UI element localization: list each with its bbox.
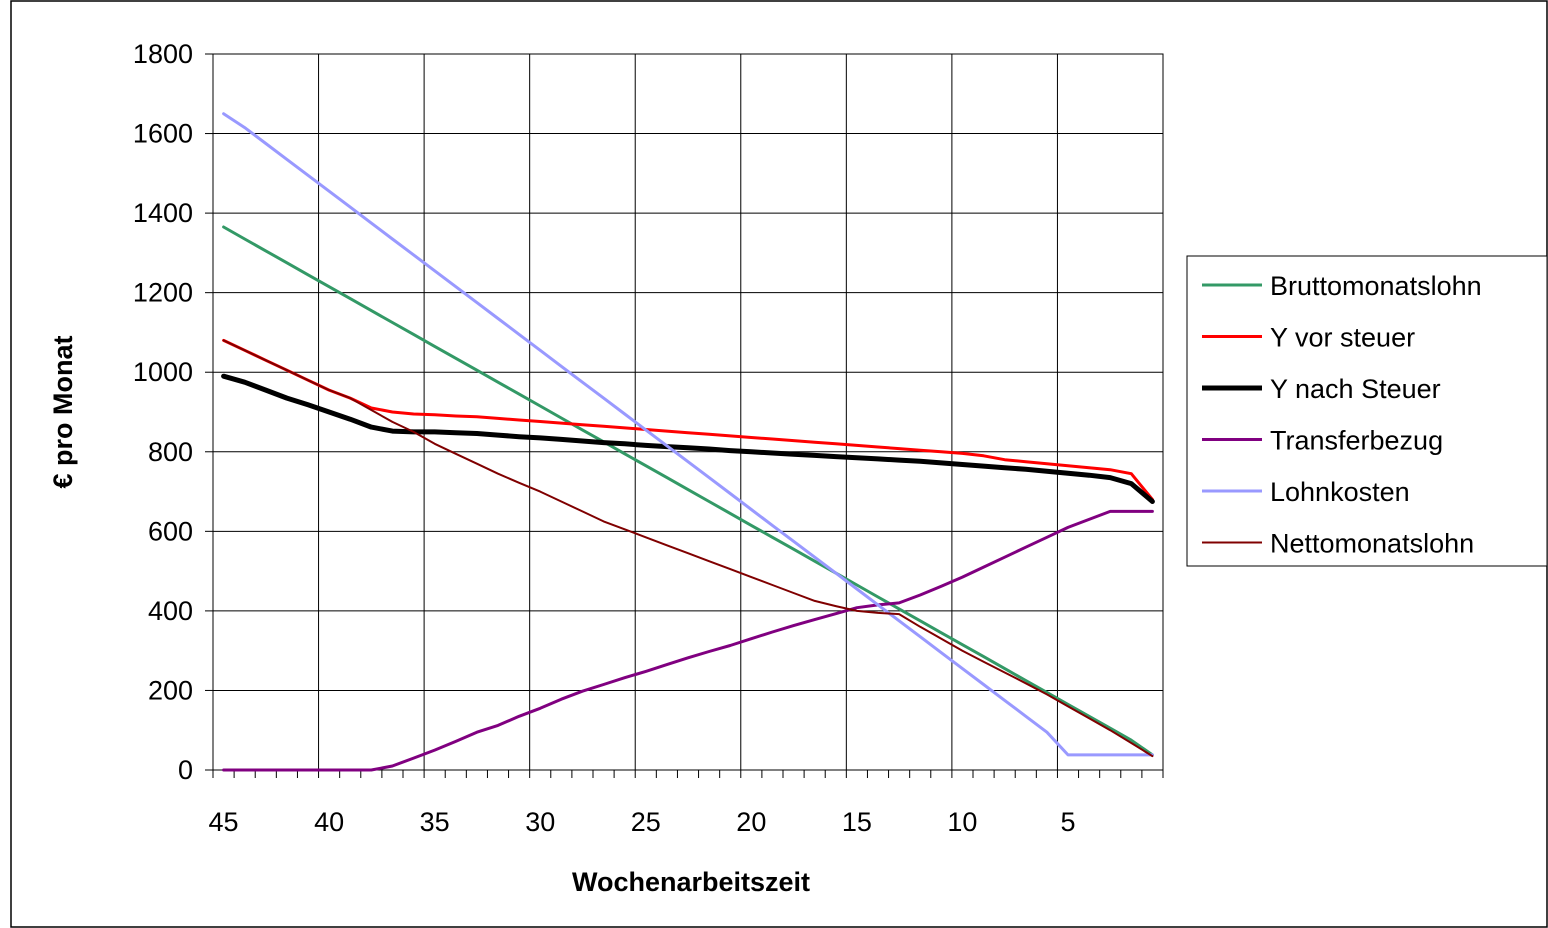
x-tick-label-2: 35 [420,807,450,837]
x-tick-label-6: 15 [842,807,872,837]
x-tick-label-0: 45 [209,807,239,837]
y-axis-title: € pro Monat [48,335,78,488]
series-line-lohnkosten [222,112,1154,757]
y-tick-label-2: 400 [148,596,193,626]
y-tick-label-9: 1800 [133,39,193,69]
x-tick-label-7: 10 [947,807,977,837]
legend-label-1: Y vor steuer [1270,323,1415,353]
y-tick-label-8: 1600 [133,119,193,149]
y-tick-label-4: 800 [148,437,193,467]
legend-label-4: Lohnkosten [1270,477,1410,507]
x-tick-label-4: 25 [631,807,661,837]
series-lines [221,112,1155,772]
series-line-nettomonatslohn [222,339,1154,758]
plot-area [212,53,1164,771]
series-line-y-vor-steuer [222,338,1154,501]
y-tick-label-0: 0 [178,755,193,785]
y-tick-label-5: 1000 [133,357,193,387]
x-tick-label-5: 20 [736,807,766,837]
y-tick-label-3: 600 [148,516,193,546]
legend-label-0: Bruttomonatslohn [1270,271,1482,301]
series-line-y-nach-steuer [221,373,1155,504]
legend-box [1186,255,1548,567]
y-tick-label-7: 1400 [133,198,193,228]
x-tick-label-1: 40 [314,807,344,837]
x-axis-title: Wochenarbeitszeit [572,867,810,897]
legend-label-2: Y nach Steuer [1270,374,1441,404]
axes [205,53,1164,778]
x-tick-label-3: 30 [525,807,555,837]
series-line-bruttomonatslohn [222,225,1154,757]
series-line-transferbezug [222,509,1154,772]
tick-labels: 0 200 400 600 800 1000 1200 1400 1600 1800 45 40 35 3… [133,39,1076,837]
legend-label-3: Transferbezug [1270,426,1443,456]
legend: Bruttomonatslohn Y vor steuer Y nach Steue… [1186,255,1548,567]
grid-lines [213,54,1163,770]
x-tick-label-8: 5 [1060,807,1075,837]
y-tick-label-1: 200 [148,675,193,705]
y-tick-label-6: 1200 [133,278,193,308]
legend-label-5: Nettomonatslohn [1270,529,1474,559]
